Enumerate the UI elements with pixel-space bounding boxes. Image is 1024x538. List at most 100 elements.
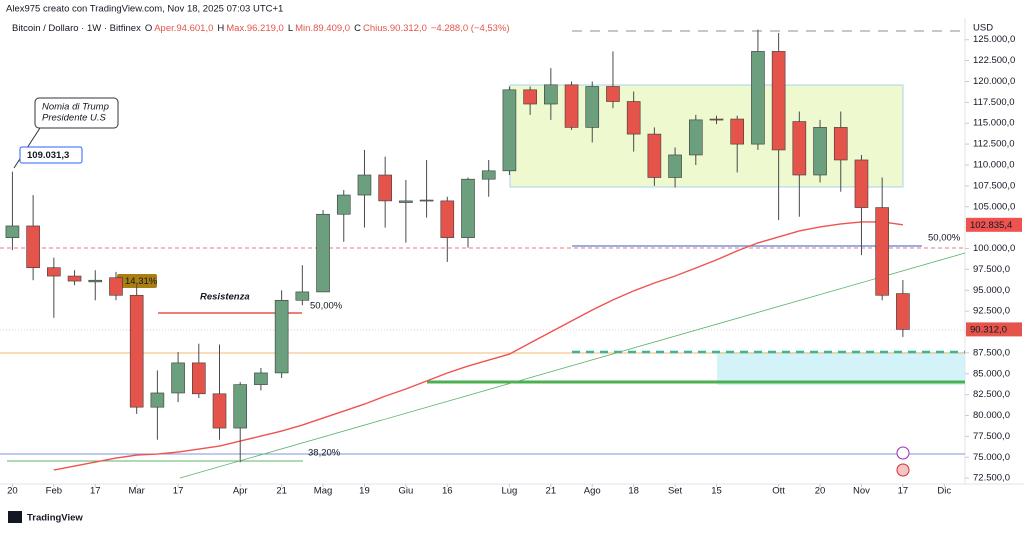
y-tick-label: 120.000,0 <box>973 76 1015 87</box>
candle-body <box>709 118 724 121</box>
symbol: Bitcoin / Dollaro · 1W · Bitfinex <box>12 23 141 34</box>
candle-body <box>295 291 310 301</box>
last-price-label: 90.312,0 <box>970 324 1007 335</box>
candle-body <box>440 200 455 238</box>
ohlc: Max.96.219,0 <box>226 23 284 34</box>
x-tick-label: 16 <box>442 486 453 497</box>
event-icon[interactable] <box>896 446 910 460</box>
brand: TradingView <box>27 513 83 524</box>
ohlc: C <box>354 23 361 34</box>
candle-body <box>544 84 558 105</box>
y-tick-label: 92.500,0 <box>973 306 1010 317</box>
x-tick-label: 21 <box>276 486 287 497</box>
candle-body <box>792 121 807 176</box>
price-tag <box>19 146 83 164</box>
candle-body <box>771 51 786 151</box>
x-tick-label: 15 <box>711 486 722 497</box>
callout-box <box>34 97 119 129</box>
x-tick-label: Ago <box>584 486 601 497</box>
x-tick-label: Mag <box>314 486 332 497</box>
x-tick-label: Ott <box>772 486 785 497</box>
x-tick-label: 18 <box>628 486 639 497</box>
x-tick-label: 19 <box>359 486 370 497</box>
candle-body <box>481 170 496 180</box>
candle-body <box>336 194 351 215</box>
candle-body <box>626 101 641 135</box>
x-tick-label: Apr <box>233 486 248 497</box>
candle-body <box>523 89 537 105</box>
candle-body <box>875 207 889 296</box>
candle-body <box>129 294 144 408</box>
fib-label: 50,00% <box>310 301 343 312</box>
y-tick-label: 122.500,0 <box>973 55 1015 66</box>
x-tick-label: Dic <box>937 486 951 497</box>
x-tick-label: Set <box>668 486 683 497</box>
candle-body <box>688 119 703 156</box>
y-tick-label: 125.000,0 <box>973 34 1015 45</box>
candle-body <box>109 277 123 296</box>
y-tick-label: 85.000,0 <box>973 368 1010 379</box>
price-tag-text: 109.031,3 <box>27 150 69 161</box>
ohlc: L <box>288 23 293 34</box>
attribution: Alex975 creato con TradingView.com, Nov … <box>6 4 283 15</box>
x-tick-label: 20 <box>7 486 18 497</box>
y-tick-label: 95.000,0 <box>973 285 1010 296</box>
candle-body <box>854 159 869 208</box>
y-tick-label: 117.500,0 <box>973 97 1015 108</box>
candle-body <box>606 86 620 102</box>
candle-body <box>647 133 662 178</box>
x-tick-label: 17 <box>898 486 909 497</box>
y-tick-label: 100.000,0 <box>973 243 1015 254</box>
candle-body <box>357 174 372 196</box>
candle-body <box>254 372 268 385</box>
candle-body <box>233 384 248 429</box>
candle-body <box>88 279 103 283</box>
y-tick-label: 80.000,0 <box>973 410 1010 421</box>
x-tick-label: 20 <box>815 486 826 497</box>
x-tick-label: 17 <box>173 486 184 497</box>
symbol-legend: Bitcoin / Dollaro · 1W · Bitfinex O Aper.9… <box>12 23 510 34</box>
ma-price-tag <box>966 217 1022 232</box>
candle-body <box>751 51 765 145</box>
x-tick-label: Nov <box>853 486 870 497</box>
candle-body <box>5 225 20 238</box>
x-tick-label: 21 <box>546 486 557 497</box>
candle-body <box>730 118 745 145</box>
trend-line <box>179 252 966 479</box>
y-tick-label: 75.000,0 <box>973 452 1010 463</box>
y-tick-label: 77.500,0 <box>973 431 1010 442</box>
y-tick-label: 82.500,0 <box>973 389 1010 400</box>
y-tick-label: 110.000,0 <box>973 159 1015 170</box>
callout-text: Presidente U.S <box>42 113 107 124</box>
candle-body <box>419 199 434 202</box>
x-tick-label: 17 <box>90 486 101 497</box>
candle-body <box>171 362 185 394</box>
x-tick-label: Giu <box>398 486 413 497</box>
candle-body <box>316 213 330 293</box>
fib-label: 50,00% <box>928 233 961 244</box>
y-tick-label: 107.500,0 <box>973 180 1015 191</box>
ma-price-label: 102.835,4 <box>970 220 1012 231</box>
candle-body <box>67 275 82 282</box>
ohlc: Aper.94.601,0 <box>154 23 213 34</box>
logo-mark <box>8 511 22 523</box>
event-icon[interactable] <box>896 463 910 477</box>
y-tick-label: 72.500,0 <box>973 473 1010 484</box>
candle-body <box>274 299 289 374</box>
fib-label: 38,20% <box>308 448 341 459</box>
candle-body <box>668 154 682 178</box>
candle-body <box>461 178 475 238</box>
ohlc: O <box>145 23 152 34</box>
candle-body <box>399 200 413 203</box>
currency: USD <box>973 23 993 34</box>
candle-body <box>378 174 392 202</box>
y-tick-label: 97.500,0 <box>973 264 1010 275</box>
pct-tag <box>117 274 157 288</box>
y-tick-label: 112.500,0 <box>973 139 1015 150</box>
candle-body <box>150 392 165 408</box>
candle-body <box>813 127 827 176</box>
candle-body <box>191 362 206 395</box>
pct-tag-text: 14.31% <box>125 276 158 287</box>
